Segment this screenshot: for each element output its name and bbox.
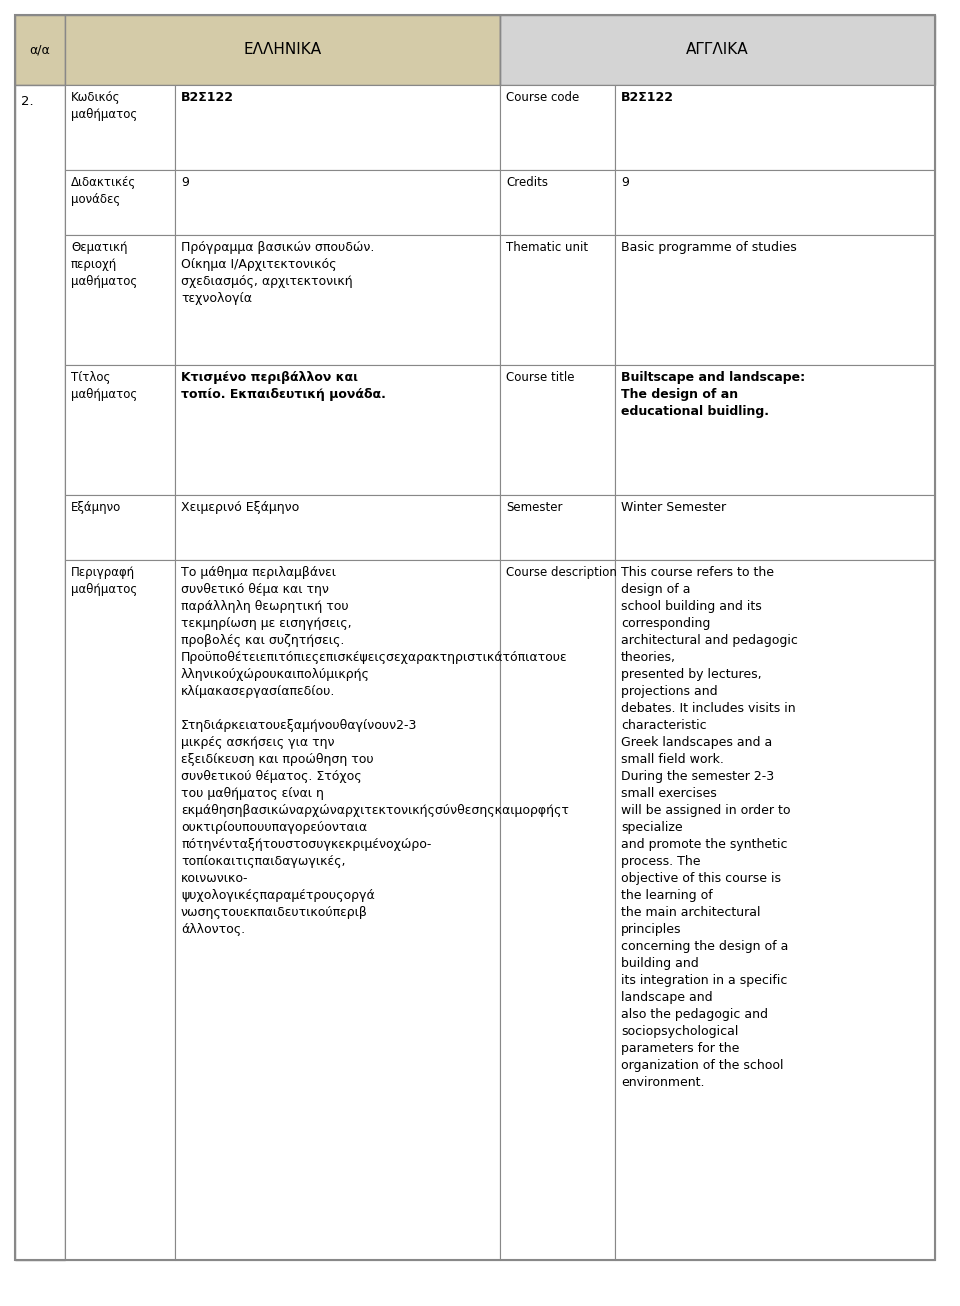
Text: ΑΓΓΛΙΚΑ: ΑΓΓΛΙΚΑ: [686, 43, 749, 57]
Text: Course description: Course description: [506, 565, 617, 579]
Bar: [175, 495, 500, 560]
Bar: [615, 495, 935, 560]
Bar: [65, 14, 500, 85]
Text: Course code: Course code: [506, 91, 579, 104]
Bar: [65, 235, 175, 364]
Bar: [500, 235, 615, 364]
Text: Κωδικός
μαθήματος: Κωδικός μαθήματος: [71, 91, 137, 121]
Text: This course refers to the
design of a
school building and its
corresponding
arch: This course refers to the design of a sc…: [621, 565, 798, 1089]
Bar: [65, 560, 175, 1260]
Text: 9: 9: [621, 176, 629, 189]
Text: Thematic unit: Thematic unit: [506, 242, 588, 253]
Bar: [65, 364, 175, 495]
Text: Θεματική
περιοχή
μαθήματος: Θεματική περιοχή μαθήματος: [71, 242, 137, 289]
Text: Τίτλος
μαθήματος: Τίτλος μαθήματος: [71, 371, 137, 401]
Bar: [65, 170, 175, 235]
Bar: [175, 560, 500, 1260]
Bar: [15, 85, 65, 1260]
Bar: [175, 170, 500, 235]
Text: Course title: Course title: [506, 371, 574, 384]
Text: Κτισμένο περιβάλλον και
τοπίο. Εκπαιδευτική μονάδα.: Κτισμένο περιβάλλον και τοπίο. Εκπαιδευτ…: [181, 371, 386, 401]
Text: Winter Semester: Winter Semester: [621, 502, 726, 515]
Text: α/α: α/α: [30, 43, 50, 56]
Text: Basic programme of studies: Basic programme of studies: [621, 242, 797, 253]
Text: Χειμερινό Εξάμηνο: Χειμερινό Εξάμηνο: [181, 502, 300, 515]
Bar: [615, 560, 935, 1260]
Bar: [615, 364, 935, 495]
Text: ΕΛΛΗΝΙΚΑ: ΕΛΛΗΝΙΚΑ: [244, 43, 322, 57]
Bar: [15, 14, 65, 85]
Text: 9: 9: [181, 176, 189, 189]
Text: Διδακτικές
μονάδες: Διδακτικές μονάδες: [71, 176, 136, 206]
Text: Περιγραφή
μαθήματος: Περιγραφή μαθήματος: [71, 565, 137, 596]
Text: Εξάμηνο: Εξάμηνο: [71, 502, 121, 515]
Bar: [500, 364, 615, 495]
Text: 2.: 2.: [21, 95, 34, 108]
Bar: [175, 235, 500, 364]
Bar: [615, 85, 935, 170]
Bar: [65, 85, 175, 170]
Bar: [500, 495, 615, 560]
Bar: [175, 364, 500, 495]
Bar: [175, 85, 500, 170]
Text: Credits: Credits: [506, 176, 548, 189]
Bar: [615, 235, 935, 364]
Text: Β2Σ122: Β2Σ122: [181, 91, 234, 104]
Bar: [65, 495, 175, 560]
Bar: [500, 85, 615, 170]
Bar: [615, 170, 935, 235]
Text: Πρόγραμμα βασικών σπουδών.
Οίκημα Ι/Αρχιτεκτονικός
σχεδιασμός, αρχιτεκτονική
τεχ: Πρόγραμμα βασικών σπουδών. Οίκημα Ι/Αρχι…: [181, 242, 374, 306]
Text: Το μάθημα περιλαμβάνει
συνθετικό θέμα και την
παράλληλη θεωρητική του
τεκμηρίωση: Το μάθημα περιλαμβάνει συνθετικό θέμα κα…: [181, 565, 569, 936]
Text: Semester: Semester: [506, 502, 563, 515]
Text: Builtscape and landscape:
The design of an
educational buidling.: Builtscape and landscape: The design of …: [621, 371, 805, 418]
Bar: [500, 170, 615, 235]
Bar: [500, 14, 935, 85]
Bar: [500, 560, 615, 1260]
Text: Β2Σ122: Β2Σ122: [621, 91, 674, 104]
